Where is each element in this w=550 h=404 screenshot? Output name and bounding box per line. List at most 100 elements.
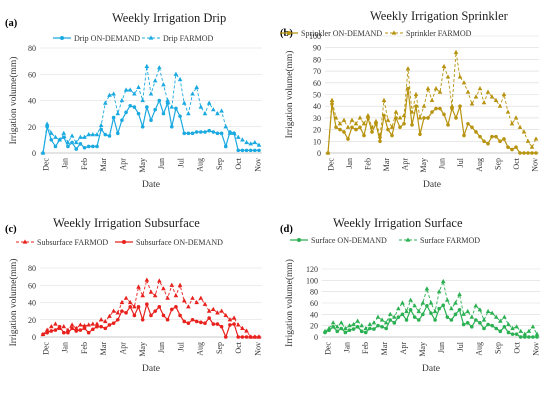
data-point [437, 89, 443, 94]
data-point [69, 322, 75, 327]
data-point [211, 107, 216, 112]
x-tick-label: Nov [253, 158, 262, 172]
x-tick-label: Oct [234, 341, 243, 353]
data-point [153, 309, 157, 313]
series-sprinkler-on-demand [326, 86, 538, 155]
legend-entry: Sprinkler ON-DEMAND [280, 29, 382, 38]
data-point [198, 104, 204, 109]
legend-label: Surface FARMOD [420, 236, 480, 245]
data-point [412, 303, 417, 308]
data-point [433, 86, 439, 91]
data-point [186, 111, 191, 116]
data-point [157, 65, 162, 70]
data-point [404, 308, 409, 314]
data-point [409, 109, 415, 114]
data-point [355, 325, 360, 329]
data-point [194, 84, 199, 89]
data-point [453, 49, 459, 54]
data-point [445, 74, 451, 79]
data-point [132, 304, 137, 309]
data-point [215, 322, 220, 326]
data-point [140, 97, 145, 103]
data-point [363, 330, 368, 335]
data-point [457, 74, 463, 79]
data-point [494, 134, 498, 139]
data-point [502, 325, 507, 329]
data-point [522, 331, 528, 336]
data-point [502, 137, 506, 141]
data-point [358, 125, 362, 130]
data-point [207, 128, 211, 133]
data-point [240, 148, 245, 153]
data-point [517, 124, 523, 129]
data-point [335, 329, 340, 334]
data-point [357, 115, 363, 120]
data-point [502, 314, 507, 319]
x-tick-label: Jul [176, 341, 185, 351]
data-point [359, 329, 364, 334]
y-tick-label: 80 [310, 288, 318, 297]
y-tick-label: 120 [306, 265, 318, 274]
data-point [510, 332, 515, 336]
x-tick-label: May [138, 158, 147, 173]
data-point [103, 326, 108, 331]
x-tick-label: Jan [342, 342, 351, 353]
data-point [235, 322, 241, 327]
data-point [235, 134, 241, 139]
x-tick-label: Jan [61, 158, 70, 169]
x-tick-label: Feb [80, 158, 89, 170]
data-point [506, 321, 511, 327]
data-point [49, 329, 54, 333]
legend-label: Surface ON-DEMAND [311, 236, 387, 245]
data-point [236, 148, 241, 153]
data-point [345, 124, 351, 129]
data-point [413, 91, 419, 97]
data-point [127, 299, 133, 305]
data-point [124, 311, 128, 315]
data-point [498, 139, 502, 144]
chart-panel-2: (b)Weekly Irrigation Sprinkler0102030405… [280, 9, 539, 190]
x-tick-label: Feb [361, 342, 370, 354]
data-point [359, 323, 364, 328]
data-point [506, 330, 511, 335]
data-point [382, 113, 386, 118]
data-point [107, 323, 112, 327]
series-subsurface-on-demand [41, 302, 261, 339]
data-point [438, 106, 442, 111]
data-point [149, 118, 153, 122]
data-point [132, 105, 137, 109]
data-point [441, 63, 447, 69]
y-tick-label: 0 [317, 149, 321, 158]
data-point [111, 308, 116, 313]
data-point [248, 335, 253, 339]
data-point [53, 134, 58, 139]
data-point [401, 112, 407, 118]
data-point [49, 130, 54, 135]
data-point [66, 330, 70, 335]
data-point [256, 142, 262, 147]
data-point [95, 324, 99, 329]
y-tick-label: 40 [28, 299, 36, 308]
data-point [477, 86, 483, 91]
data-point [457, 308, 462, 312]
data-point [223, 335, 228, 339]
data-point [486, 141, 490, 146]
series-line [324, 279, 538, 335]
y-tick-label: 80 [28, 264, 36, 273]
data-point [78, 328, 83, 332]
data-point [253, 335, 257, 339]
data-point [244, 139, 249, 145]
data-point [149, 313, 153, 318]
data-point [206, 308, 212, 313]
data-point [140, 124, 145, 129]
data-point [422, 116, 426, 120]
y-tick-label: 60 [313, 79, 321, 88]
y-axis-label: Irrigation volume(mm) [284, 51, 295, 139]
data-point [351, 327, 356, 331]
data-point [457, 291, 462, 297]
data-point [368, 326, 372, 331]
data-point [384, 326, 388, 331]
data-point [367, 321, 373, 327]
data-point [148, 289, 154, 294]
data-point [190, 317, 195, 322]
